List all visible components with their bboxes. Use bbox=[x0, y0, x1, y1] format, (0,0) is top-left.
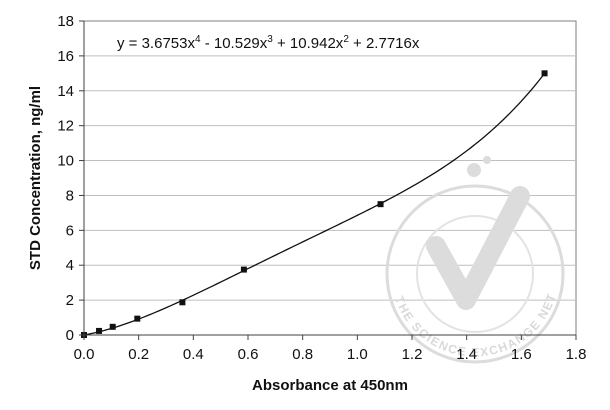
equation-term-4: + 2.7716x bbox=[349, 35, 420, 52]
x-tick-label: 1.6 bbox=[511, 346, 532, 363]
x-tick-label: 1.8 bbox=[566, 346, 587, 363]
data-point bbox=[109, 323, 116, 330]
y-tick-label: 16 bbox=[57, 48, 74, 65]
x-axis: 0.0 0.2 0.4 0.6 0.8 1.0 1.2 1.4 1.6 1.8 bbox=[74, 334, 587, 363]
equation-term-2: - 10.529x bbox=[201, 35, 268, 52]
plot-area bbox=[83, 20, 577, 336]
y-tick-label: 4 bbox=[66, 257, 74, 274]
y-tick-label: 0 bbox=[66, 327, 74, 344]
x-tick-label: 1.2 bbox=[402, 346, 423, 363]
data-point bbox=[377, 201, 384, 208]
equation-term-1: y = 3.6753x bbox=[117, 35, 195, 52]
watermark-checkmark bbox=[426, 186, 530, 310]
y-axis: 0 2 4 6 8 10 12 14 16 18 bbox=[57, 13, 85, 344]
equation-term-3: + 10.942x bbox=[273, 35, 344, 52]
x-tick-label: 0.6 bbox=[238, 346, 259, 363]
x-tick-label: 1.0 bbox=[347, 346, 368, 363]
gridlines bbox=[84, 55, 576, 301]
y-tick-label: 18 bbox=[57, 13, 74, 30]
y-tick-label: 2 bbox=[66, 292, 74, 309]
y-tick-label: 10 bbox=[57, 153, 74, 170]
x-tick-label: 0.8 bbox=[292, 346, 313, 363]
y-tick-label: 14 bbox=[57, 83, 74, 100]
x-tick-label: 0.4 bbox=[183, 346, 204, 363]
y-tick-label: 12 bbox=[57, 118, 74, 135]
equation-exponent-2: 3 bbox=[267, 34, 273, 45]
data-point bbox=[179, 299, 186, 306]
x-tick-label: 0.0 bbox=[74, 346, 95, 363]
data-point bbox=[134, 315, 141, 322]
x-tick-label: 1.4 bbox=[456, 346, 477, 363]
equation-exponent-1: 4 bbox=[195, 34, 201, 45]
y-tick-label: 6 bbox=[66, 222, 74, 239]
y-axis-title: STD Concentration, ng/ml bbox=[27, 86, 44, 270]
data-point bbox=[96, 327, 103, 334]
data-point bbox=[240, 266, 247, 273]
watermark-ring bbox=[385, 184, 565, 364]
y-tick-label: 8 bbox=[66, 187, 74, 204]
fit-curve bbox=[83, 73, 546, 336]
x-tick-label: 0.2 bbox=[128, 346, 149, 363]
data-point bbox=[541, 70, 548, 77]
watermark-dot-large bbox=[467, 163, 481, 177]
watermark-dot-small bbox=[483, 156, 491, 164]
equation-exponent-3: 2 bbox=[343, 34, 349, 45]
watermark-inner-ring bbox=[416, 215, 534, 333]
x-axis-title: Absorbance at 450nm bbox=[252, 377, 408, 394]
fit-curve-layer bbox=[83, 73, 546, 336]
trendline-equation: y = 3.6753x4 - 10.529x3 + 10.942x2 + 2.7… bbox=[117, 34, 420, 52]
